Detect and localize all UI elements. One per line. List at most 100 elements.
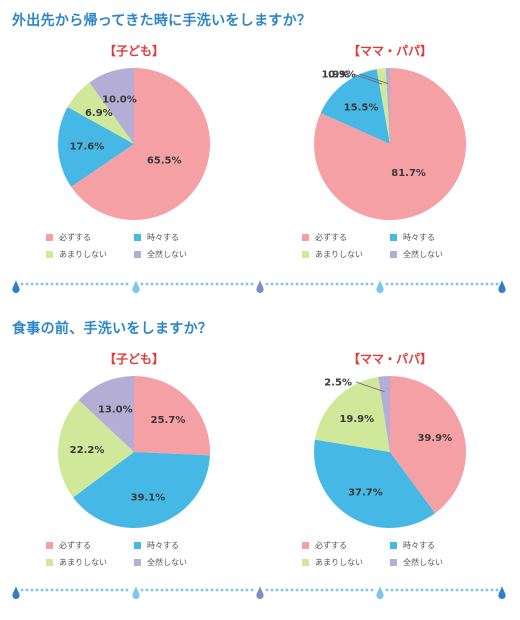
divider-dot (235, 282, 239, 286)
divider-dot (225, 588, 229, 592)
divider-dot (335, 282, 339, 286)
divider-dot (280, 282, 284, 286)
divider-dot (300, 588, 304, 592)
slice-value-label: 22.2% (70, 445, 105, 456)
slice-value-label: 19.9% (339, 414, 374, 425)
legend-item: 全然しない (134, 557, 216, 568)
chart-title: 【ママ・パパ】 (347, 44, 432, 58)
divider-dot (410, 282, 414, 286)
divider-dot (265, 282, 269, 286)
divider-dot (360, 588, 364, 592)
chart-block: 【子ども】 65.5% 17.6% 6.9% 10.0% 必ずする 時々する あまりしない 全… (24, 42, 244, 292)
divider-dot (360, 282, 364, 286)
divider-dot (325, 282, 329, 286)
divider-dot (445, 282, 449, 286)
divider-dot (295, 588, 299, 592)
divider-dot (145, 282, 149, 286)
divider-dot (355, 588, 359, 592)
divider-dot (75, 282, 79, 286)
divider-dot (40, 282, 44, 286)
pie-slice (73, 452, 210, 529)
legend-label: 必ずする (59, 233, 91, 242)
divider-dot (485, 282, 489, 286)
chart-title: 【子ども】 (103, 44, 164, 58)
divider-dot (495, 588, 499, 592)
divider-dot (305, 588, 309, 592)
divider-dot (85, 588, 89, 592)
divider-dot (390, 282, 394, 286)
legend-swatch (390, 559, 397, 566)
divider-dot (70, 282, 74, 286)
divider-dot (170, 282, 174, 286)
divider-dot (365, 282, 369, 286)
water-drop-icon (376, 280, 384, 294)
legend-item: 必ずする (302, 540, 384, 551)
chart-title: 【ママ・パパ】 (347, 352, 432, 366)
legend-label: 時々する (147, 233, 179, 242)
divider-dot (20, 588, 24, 592)
chart-legend: 必ずする 時々する あまりしない 全然しない (302, 540, 502, 568)
divider-dot (370, 588, 374, 592)
legend-swatch (46, 251, 53, 258)
legend-item: 全然しない (390, 249, 472, 260)
divider-dot (195, 588, 199, 592)
divider-dot (280, 588, 284, 592)
question-title-before-meal: 食事の前、手洗いをしますか？ (12, 321, 213, 337)
slice-value-label: 2.5% (324, 378, 352, 389)
divider-dot (160, 588, 164, 592)
divider-dot (350, 282, 354, 286)
legend-label: 時々する (147, 541, 179, 550)
divider-dot (90, 282, 94, 286)
divider-dot (165, 588, 169, 592)
divider-dot (285, 588, 289, 592)
divider-dot (185, 282, 189, 286)
legend-item: あまりしない (302, 557, 384, 568)
pie-chart: 65.5% 17.6% 6.9% 10.0% (57, 68, 210, 220)
pie-slice (390, 376, 466, 514)
divider-dot (185, 588, 189, 592)
divider-dot (150, 282, 154, 286)
slice-value-label: 1.9% (321, 70, 349, 81)
divider-dot (30, 588, 34, 592)
pie-slice (315, 376, 390, 452)
legend-label: 時々する (403, 233, 435, 242)
divider-dot (205, 588, 209, 592)
divider-dot (180, 282, 184, 286)
divider-dot (35, 588, 39, 592)
divider-dot (475, 282, 479, 286)
divider-dot (95, 588, 99, 592)
divider-dot (405, 588, 409, 592)
divider-dot (110, 282, 114, 286)
pie-slice (385, 67, 390, 144)
divider-dot (435, 282, 439, 286)
pie-slice (378, 376, 390, 452)
divider-dot (325, 588, 329, 592)
divider-dot (460, 588, 464, 592)
section-before-meal: 食事の前、手洗いをしますか？ 【子ども】 25.7% 39.1% 22.2% 13.0… (0, 310, 520, 620)
legend-label: 全然しない (403, 250, 443, 259)
slice-value-label: 17.6% (70, 142, 105, 153)
divider-dot (340, 282, 344, 286)
slice-value-label: 10.0% (102, 95, 137, 106)
pie-slice (376, 68, 390, 144)
divider-dot (275, 588, 279, 592)
divider-dot (460, 282, 464, 286)
water-drop-icon (498, 586, 506, 600)
divider-dot (385, 588, 389, 592)
divider-dot (320, 282, 324, 286)
divider-dot (470, 282, 474, 286)
water-drop-icon (132, 280, 140, 294)
pie-chart: 39.9% 37.7% 19.9% 2.5% (313, 376, 466, 529)
divider-dot (235, 588, 239, 592)
water-drop-icon (376, 586, 384, 600)
divider-dot (200, 282, 204, 286)
pie-slice (71, 68, 210, 220)
divider-dot (140, 282, 144, 286)
legend-swatch (302, 559, 309, 566)
divider-dot (190, 588, 194, 592)
chart-block: 【子ども】 25.7% 39.1% 22.2% 13.0% 必ずする 時々する あまりしない… (24, 350, 244, 600)
divider-dot (330, 282, 334, 286)
legend-label: あまりしない (59, 558, 107, 567)
legend-swatch (390, 251, 397, 258)
legend-swatch (46, 234, 53, 241)
